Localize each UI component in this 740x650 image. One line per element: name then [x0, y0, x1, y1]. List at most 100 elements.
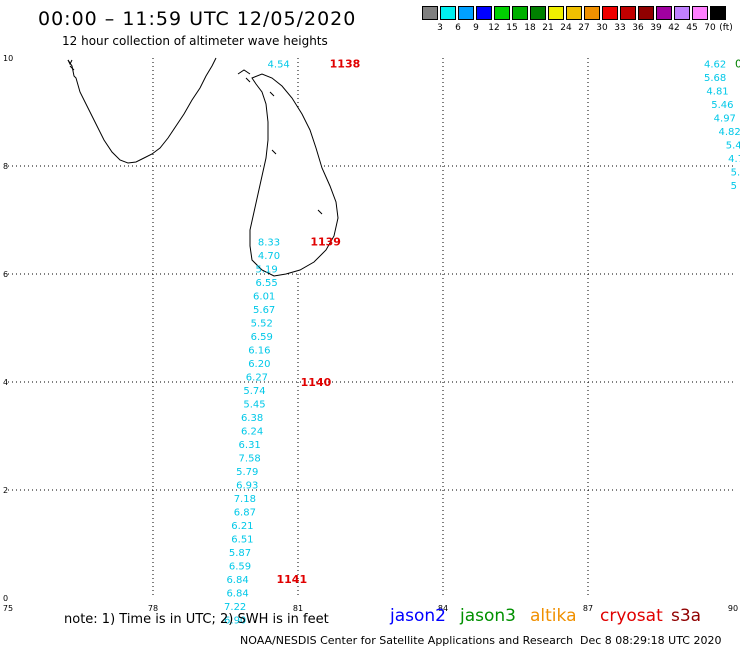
wave-height-value: 6.55 [255, 278, 277, 289]
color-scale-label: 6 [455, 23, 461, 33]
wave-height-value: 8.33 [258, 238, 280, 249]
color-swatch [476, 6, 492, 20]
wave-height-value: 4.81 [706, 86, 728, 97]
wave-height-value: 7.58 [239, 454, 261, 465]
x-tick-label: 81 [293, 604, 303, 613]
wave-height-value: 6.84 [226, 589, 248, 600]
wave-height-value: 6.87 [234, 508, 256, 519]
wave-height-value: 5.68 [704, 73, 726, 84]
india-coastline-islets [67, 59, 75, 71]
map-title: 00:00 – 11:59 UTC 12/05/2020 [38, 8, 357, 30]
x-tick-label: 78 [148, 604, 158, 613]
generation-timestamp: Dec 8 08:29:18 UTC 2020 [580, 634, 722, 647]
jaffna-islets [237, 69, 323, 215]
color-scale-label: 39 [650, 23, 662, 33]
wave-height-value: 5. [731, 167, 740, 178]
altimeter-tracks: 8.334.705.196.556.015.675.526.596.166.20… [224, 57, 740, 626]
wave-height-value: 5.67 [253, 305, 275, 316]
color-scale-label: 12 [488, 23, 500, 33]
color-scale-label: 3 [437, 23, 443, 33]
wave-height-value: 4.54 [268, 59, 290, 70]
wave-height-value: 6.01 [253, 292, 275, 303]
color-swatch [656, 6, 672, 20]
y-tick-label: 2 [3, 486, 8, 495]
satellite-legend-item: altika [530, 606, 577, 626]
wave-height-value: 6.21 [231, 521, 253, 532]
coastline [67, 57, 339, 277]
wave-height-value: 4.62 [704, 59, 726, 70]
x-tick-label: 90 [728, 604, 738, 613]
color-scale-label: 27 [578, 23, 590, 33]
color-swatch [584, 6, 600, 20]
color-scale-label: 15 [506, 23, 518, 33]
pass-number: 1139 [310, 236, 341, 249]
color-scale-label: 42 [668, 23, 680, 33]
y-tick-label: 6 [3, 270, 8, 279]
wave-height-value: 5.19 [255, 265, 277, 276]
color-swatch [638, 6, 654, 20]
color-swatch [512, 6, 528, 20]
wave-height-value: 5.4 [726, 140, 740, 151]
color-scale-label: 36 [632, 23, 644, 33]
wave-height-value: 5 [731, 181, 737, 192]
wave-height-value: 5.87 [229, 548, 251, 559]
wave-height-value: 7.18 [234, 494, 256, 505]
satellite-legend-item: jason2 [390, 606, 446, 626]
color-swatch [530, 6, 546, 20]
sri-lanka-coastline [249, 73, 339, 277]
color-scale-label: 30 [596, 23, 608, 33]
wave-height-value: 6.93 [236, 481, 258, 492]
color-scale-label: 70 [704, 23, 716, 33]
satellite-legend-item: s3a [671, 606, 702, 626]
color-swatch [458, 6, 474, 20]
y-tick-label: 10 [3, 54, 13, 63]
units-note: note: 1) Time is in UTC; 2) SWH is in fe… [64, 612, 329, 627]
wave-height-value: 6.38 [241, 413, 263, 424]
satellite-legend-item: cryosat [600, 606, 663, 626]
color-scale-unit: (ft) [719, 23, 733, 33]
x-tick-label: 75 [3, 604, 13, 613]
x-tick-label: 87 [583, 604, 593, 613]
india-coastline [67, 57, 217, 164]
y-tick-label: 8 [3, 162, 8, 171]
wave-height-value: 5.74 [243, 386, 265, 397]
color-scale-label: 45 [686, 23, 698, 33]
y-tick-label: 4 [3, 378, 8, 387]
wave-height-value: 4.70 [258, 251, 280, 262]
color-swatch [620, 6, 636, 20]
color-swatch [674, 6, 690, 20]
wave-height-value: 6.31 [239, 440, 261, 451]
credit-line: NOAA/NESDIS Center for Satellite Applica… [240, 634, 574, 647]
y-tick-label: 0 [3, 594, 8, 603]
color-scale-label: 9 [473, 23, 479, 33]
wave-height-value: 4.7 [728, 154, 740, 165]
wave-height-value: 6.16 [248, 346, 270, 357]
wave-height-value: 6.59 [251, 332, 273, 343]
track-cut-mark: 0 [735, 57, 740, 70]
color-swatch [710, 6, 726, 20]
color-swatch [494, 6, 510, 20]
color-scale-label: 24 [560, 23, 572, 33]
pass-number: 1141 [277, 573, 308, 586]
color-swatch [548, 6, 564, 20]
color-swatch [440, 6, 456, 20]
wave-height-value: 6.59 [229, 562, 251, 573]
wave-height-value: 6.90 [224, 616, 246, 627]
wave-height-value: 5.45 [243, 400, 265, 411]
wave-height-value: 4.82 [719, 127, 740, 138]
map-grid [8, 58, 733, 598]
color-swatch [602, 6, 618, 20]
wave-height-value: 4.97 [714, 113, 736, 124]
axis-tick-labels: 75 78 81 84 87 90 0 2 4 6 8 10 [3, 54, 738, 613]
wave-height-value: 5.79 [236, 467, 258, 478]
wave-height-value: 6.20 [248, 359, 270, 370]
map-subtitle: 12 hour collection of altimeter wave hei… [62, 34, 328, 48]
color-scale-label: 18 [524, 23, 536, 33]
satellite-legend-item: jason3 [460, 606, 516, 626]
color-swatch [692, 6, 708, 20]
color-scale-label: 21 [542, 23, 554, 33]
color-swatch [422, 6, 438, 20]
wave-height-value: 6.51 [231, 535, 253, 546]
wave-height-value: 6.24 [241, 427, 263, 438]
